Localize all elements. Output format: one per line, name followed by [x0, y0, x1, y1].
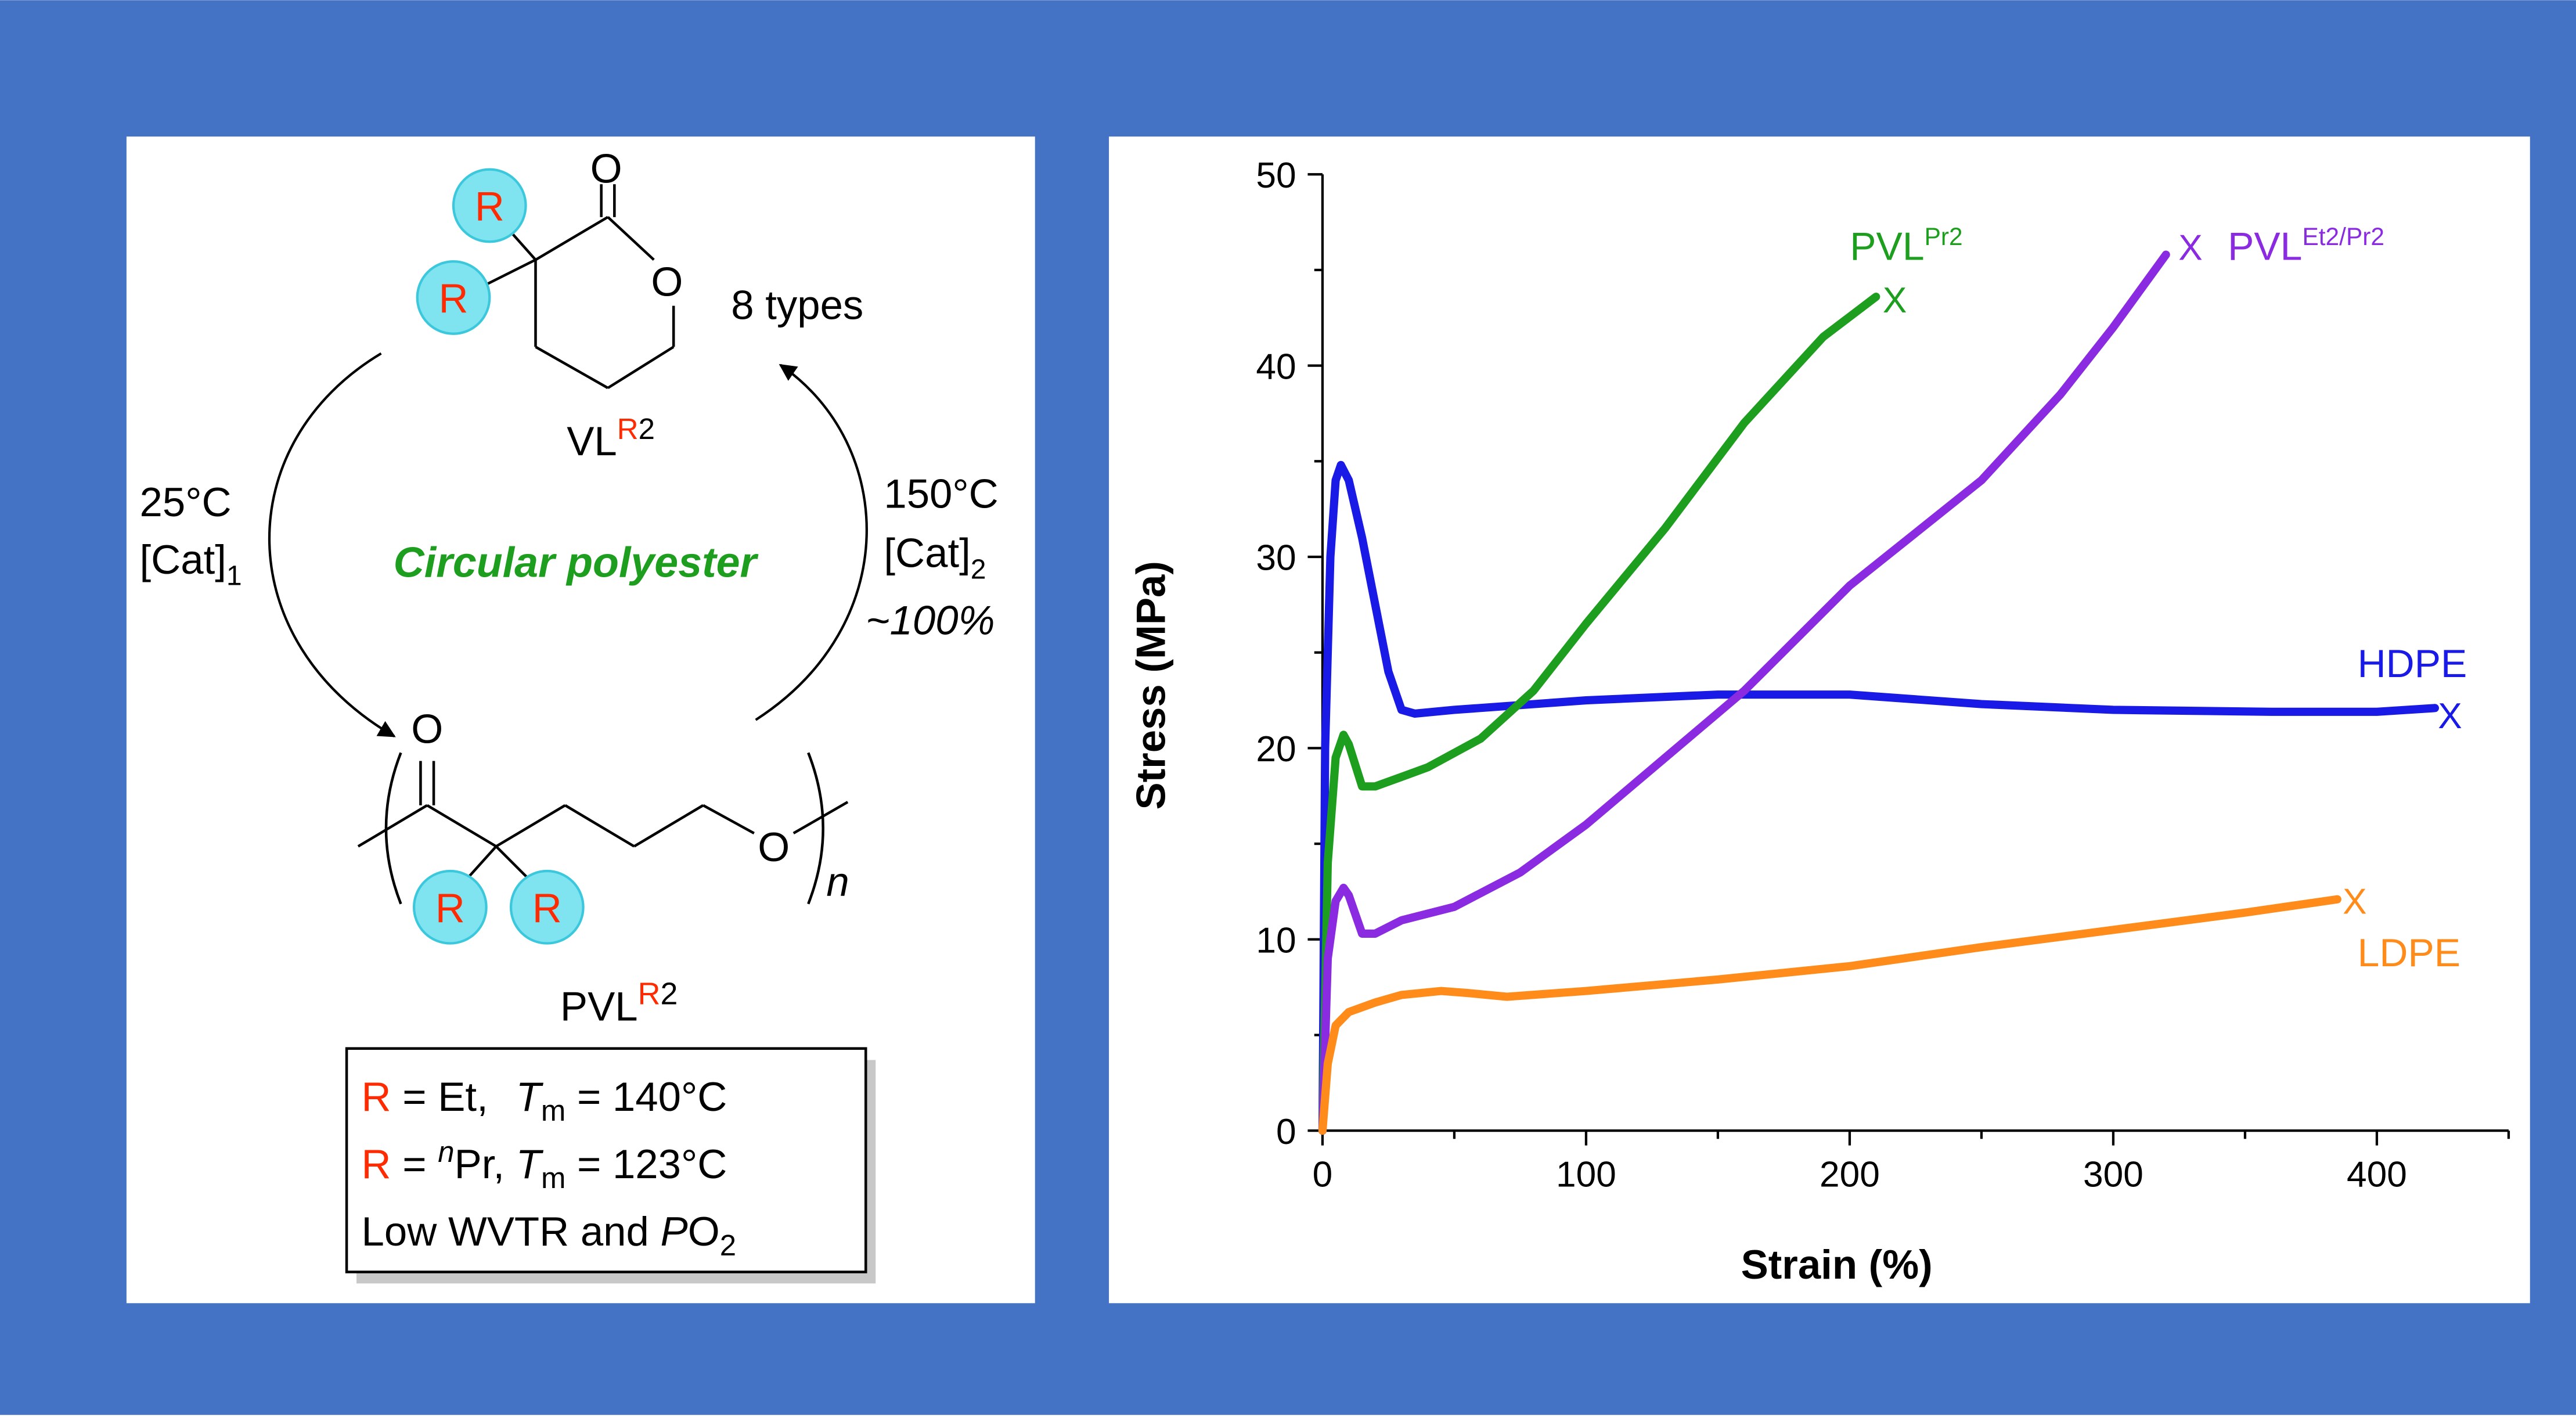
chain-bond	[792, 801, 849, 834]
polymer-structure	[357, 752, 849, 905]
polymer-name: PVLR2	[560, 976, 678, 1029]
x-tick-label: 200	[1820, 1154, 1880, 1194]
y-tick-label: 20	[1256, 729, 1296, 769]
monomer-name: VLR2	[567, 412, 655, 464]
series-label-pvl-pr2: PVLPr2	[1850, 223, 1962, 268]
x-tick-label: 100	[1556, 1154, 1616, 1194]
series-line-pvl-pr2	[1318, 292, 1880, 1135]
series-label-pvl-et2-pr2: PVLEt2/Pr2	[2228, 223, 2384, 268]
substituent-bond	[508, 229, 537, 261]
stress-strain-chart: 0 100 200 300 400 0 10 20 30 40 50 Strain (%) Stress…	[1127, 156, 2510, 1287]
r-group-circle	[416, 260, 491, 335]
bracket-right	[807, 752, 824, 905]
chain-bond	[633, 804, 704, 848]
legend-box	[345, 1047, 867, 1273]
chain-bond	[702, 804, 755, 834]
r-group-circle	[412, 869, 488, 945]
series-line-ldpe	[1318, 895, 2341, 1135]
chain-bond	[426, 804, 497, 848]
polymer-carbonyl-oxygen: O	[411, 706, 443, 751]
y-tick-label: 10	[1256, 920, 1296, 960]
reverse-yield: ~100%	[866, 598, 995, 643]
chain-bond	[495, 804, 566, 848]
types-label: 8 types	[731, 282, 863, 327]
substituent-bond	[485, 258, 536, 286]
y-tick-label: 0	[1276, 1112, 1296, 1152]
chain-bond	[564, 804, 635, 848]
series-label-ldpe: LDPE	[2358, 931, 2460, 975]
x-tick-label: 300	[2083, 1154, 2143, 1194]
r-group-label: R	[435, 885, 465, 931]
reverse-arrow	[755, 364, 868, 721]
chart-panel: 0 100 200 300 400 0 10 20 30 40 50 Strain (%) Stress…	[1109, 136, 2530, 1304]
legend-line-2: R = nPr, Tm = 123°C	[362, 1135, 727, 1194]
break-marker-ldpe: X	[2343, 882, 2367, 922]
break-marker-pvl-pr2: X	[1883, 280, 1907, 321]
ring-bond	[607, 345, 675, 390]
series-line-hdpe	[1318, 460, 2440, 1135]
r-group-label: R	[475, 183, 505, 229]
substituent-bond	[465, 845, 498, 880]
forward-arrow	[268, 352, 396, 737]
ring-bond	[535, 215, 609, 261]
center-label: Circular polyester	[394, 538, 759, 586]
y-tick-label: 50	[1256, 156, 1296, 196]
reverse-temperature: 150°C	[884, 471, 998, 517]
r-group-label: R	[532, 885, 562, 931]
break-marker-hdpe: X	[2438, 696, 2462, 736]
y-tick-label: 30	[1256, 538, 1296, 578]
ring-bond	[607, 216, 655, 261]
scheme-panel: O O R R VLR2 8 types 25°C [Cat]1 150°C […	[126, 136, 1035, 1304]
monomer-structure	[485, 184, 675, 390]
r-group-label: R	[438, 275, 468, 321]
monomer-carbonyl-oxygen: O	[590, 145, 622, 191]
break-marker-pvl-et2-pr2: X	[2178, 228, 2203, 268]
x-tick-label: 400	[2347, 1154, 2407, 1194]
reverse-catalyst: [Cat]2	[884, 530, 986, 585]
monomer-ring-oxygen: O	[651, 259, 683, 305]
y-tick-label: 40	[1256, 347, 1296, 387]
forward-catalyst: [Cat]1	[140, 537, 242, 592]
x-tick-label: 0	[1313, 1154, 1333, 1194]
chart-panel-background	[1109, 136, 2530, 1304]
ring-bond	[535, 345, 609, 390]
legend-line-1: R = Et, Tm = 140°C	[362, 1074, 727, 1127]
substituent-bond	[495, 845, 530, 880]
series-label-hdpe: HDPE	[2358, 642, 2467, 686]
series-line-pvl-et2-pr2	[1318, 250, 2170, 1135]
chain-bond	[357, 804, 428, 848]
r-group-circle	[509, 869, 585, 945]
forward-temperature: 25°C	[140, 479, 232, 525]
x-axis-label: Strain (%)	[1741, 1241, 1933, 1287]
y-axis-label: Stress (MPa)	[1127, 561, 1173, 809]
polymer-chain-oxygen: O	[758, 824, 790, 870]
legend-line-3: Low WVTR and PO2	[362, 1208, 737, 1262]
r-group-circle	[452, 168, 527, 243]
repeat-index: n	[826, 859, 849, 905]
